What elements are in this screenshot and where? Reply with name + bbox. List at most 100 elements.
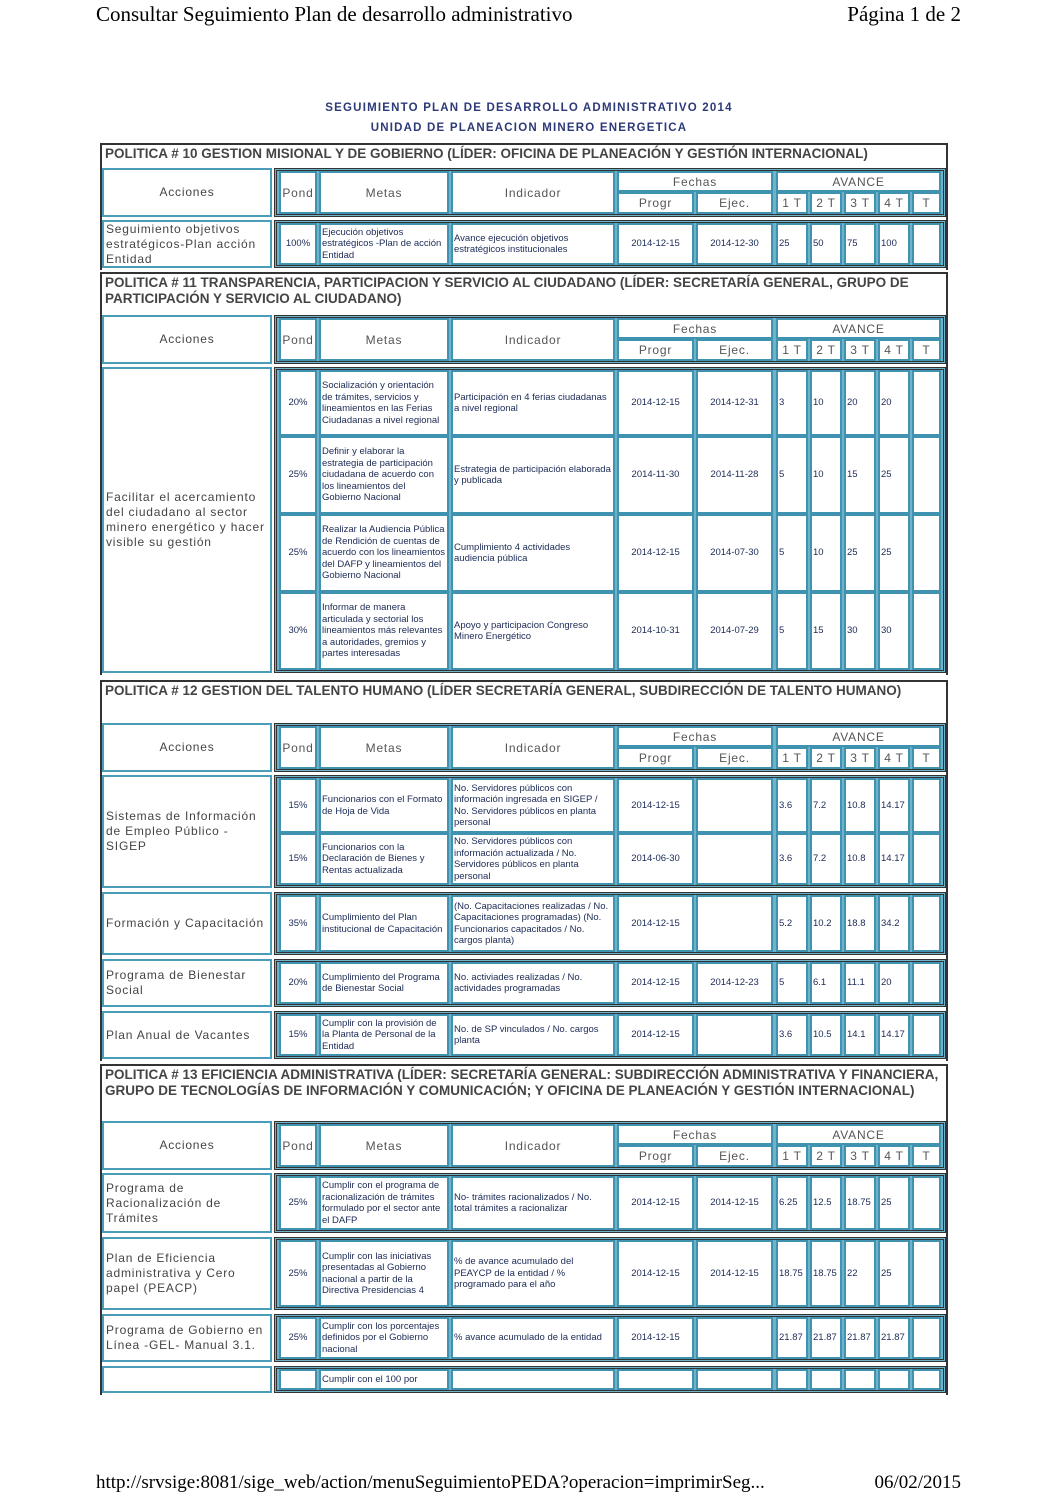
metas-table: 15% Funcionarios con el Formato de Hoja d…: [274, 775, 946, 888]
pond-value: 15%: [279, 833, 317, 885]
header-group: Pond Metas Indicador Fechas Progr Ejec. AVANCE…: [274, 168, 946, 217]
avance-total: [912, 833, 941, 885]
header-ejec: Ejec.: [696, 1145, 773, 1167]
action-label: Sistemas de Información de Empleo Públic…: [102, 775, 272, 888]
indicador-text: No. Servidores públicos con información …: [451, 778, 615, 833]
avance-q3: 14.1: [844, 1014, 876, 1056]
avance-total: [912, 895, 941, 952]
avance-q1: 6.25: [776, 1176, 808, 1230]
meta-text: Cumplir con los porcentajes definidos po…: [319, 1317, 449, 1359]
action-row: Cumplir con el 100 por: [100, 1364, 948, 1395]
action-label: Formación y Capacitación: [102, 892, 272, 955]
avance-total: [912, 1369, 941, 1390]
print-header-title: Consultar Seguimiento Plan de desarrollo…: [96, 2, 573, 26]
action-label: Seguimiento objetivos estratégicos-Plan …: [102, 220, 272, 268]
header-acciones: Acciones: [102, 723, 272, 772]
action-row: Seguimiento objetivos estratégicos-Plan …: [100, 218, 948, 270]
avance-q2: 12.5: [810, 1176, 842, 1230]
avance-q2: 7.2: [810, 778, 842, 833]
avance-total: [912, 778, 941, 833]
action-label: Programa de Racionalización de Trámites: [102, 1173, 272, 1233]
indicador-text: Participación en 4 ferias ciudadanas a n…: [451, 370, 615, 436]
header-metas: Metas: [319, 1124, 449, 1167]
header-metas: Metas: [319, 726, 449, 769]
avance-q3: 20: [844, 370, 876, 436]
avance-q1: 3: [776, 370, 808, 436]
avance-q2: [810, 1369, 842, 1390]
action-row: Formación y Capacitación 35% Cumplimiento …: [100, 890, 948, 957]
section-title: POLITICA # 13 EFICIENCIA ADMINISTRATIVA …: [100, 1064, 948, 1120]
header-q3: 3 T: [844, 339, 876, 361]
pond-value: 25%: [279, 436, 317, 514]
avance-q4: 25: [878, 514, 910, 592]
print-footer-date: 06/02/2015: [874, 1472, 961, 1493]
action-label: [102, 1366, 272, 1393]
avance-total: [912, 514, 941, 592]
metas-table: Cumplir con el 100 por: [274, 1366, 946, 1393]
fecha-programada: [617, 1369, 694, 1390]
fecha-programada: 2014-12-15: [617, 1317, 694, 1359]
fecha-ejecucion: 2014-12-15: [696, 1240, 773, 1307]
indicador-text: % avance acumulado de la entidad: [451, 1317, 615, 1359]
report-title: SEGUIMIENTO PLAN DE DESARROLLO ADMINISTR…: [325, 102, 733, 114]
pond-value: 15%: [279, 1014, 317, 1056]
action-row: Sistemas de Información de Empleo Públic…: [100, 773, 948, 890]
header-progr: Progr: [617, 339, 694, 361]
fecha-programada: 2014-12-15: [617, 514, 694, 592]
indicador-text: Avance ejecución objetivos estratégicos …: [451, 223, 615, 265]
header-ejec: Ejec.: [696, 192, 773, 214]
avance-q2: 10: [810, 436, 842, 514]
fecha-ejecucion: [696, 1369, 773, 1390]
avance-q3: 18.8: [844, 895, 876, 952]
section-title: POLITICA # 10 GESTION MISIONAL Y DE GOBI…: [100, 143, 948, 167]
header-total: T: [912, 747, 941, 769]
header-total: T: [912, 339, 941, 361]
print-footer-url: http://srvsige:8081/sige_web/action/menu…: [96, 1472, 765, 1493]
avance-q3: 75: [844, 223, 876, 265]
header-fechas: Fechas: [617, 318, 773, 339]
avance-q1: 5: [776, 514, 808, 592]
fecha-ejecucion: [696, 1014, 773, 1056]
avance-q1: 5: [776, 436, 808, 514]
section-title: POLITICA # 12 GESTION DEL TALENTO HUMANO…: [100, 680, 948, 722]
header-indicador: Indicador: [451, 1124, 615, 1167]
metas-table: 25% Cumplir con las iniciativas presentad…: [274, 1237, 946, 1310]
header-q1: 1 T: [776, 747, 808, 769]
avance-q3: 11.1: [844, 962, 876, 1004]
header-group: Pond Metas Indicador Fechas Progr Ejec. AVANCE…: [274, 1121, 946, 1170]
fecha-ejecucion: 2014-12-23: [696, 962, 773, 1004]
action-label: Facilitar el acercamiento del ciudadano …: [102, 367, 272, 673]
header-q4: 4 T: [878, 192, 910, 214]
fecha-programada: 2014-12-15: [617, 1176, 694, 1230]
header-ejec: Ejec.: [696, 339, 773, 361]
metas-table: 25% Cumplir con el programa de racionaliz…: [274, 1173, 946, 1233]
indicador-text: [451, 1369, 615, 1390]
avance-total: [912, 1240, 941, 1307]
action-row: Programa de Racionalización de Trámites 2…: [100, 1171, 948, 1235]
metas-table: 20% Cumplimiento del Programa de Bienesta…: [274, 959, 946, 1007]
avance-q4: 20: [878, 962, 910, 1004]
avance-total: [912, 1014, 941, 1056]
fecha-programada: 2014-12-15: [617, 895, 694, 952]
pond-value: 100%: [279, 223, 317, 265]
avance-q1: 5: [776, 592, 808, 670]
meta-text: Cumplir con el programa de racionalizaci…: [319, 1176, 449, 1230]
metas-table: 20% Socialización y orientación de trámit…: [274, 367, 946, 673]
indicador-text: No. Servidores públicos con información …: [451, 833, 615, 885]
header-ejec: Ejec.: [696, 747, 773, 769]
header-acciones: Acciones: [102, 168, 272, 217]
header-group: Pond Metas Indicador Fechas Progr Ejec. AVANCE…: [274, 315, 946, 364]
avance-total: [912, 592, 941, 670]
pond-value: 15%: [279, 778, 317, 833]
avance-q4: 100: [878, 223, 910, 265]
fecha-programada: 2014-12-15: [617, 1240, 694, 1307]
meta-text: Funcionarios con la Declaración de Biene…: [319, 833, 449, 885]
header-fechas: Fechas: [617, 1124, 773, 1145]
meta-text: Cumplimiento del Plan institucional de C…: [319, 895, 449, 952]
fecha-programada: 2014-10-31: [617, 592, 694, 670]
header-acciones: Acciones: [102, 315, 272, 364]
action-row: Programa de Gobierno en Línea -GEL- Manu…: [100, 1312, 948, 1364]
avance-q4: 14.17: [878, 1014, 910, 1056]
pond-value: 35%: [279, 895, 317, 952]
avance-q2: 18.75: [810, 1240, 842, 1307]
